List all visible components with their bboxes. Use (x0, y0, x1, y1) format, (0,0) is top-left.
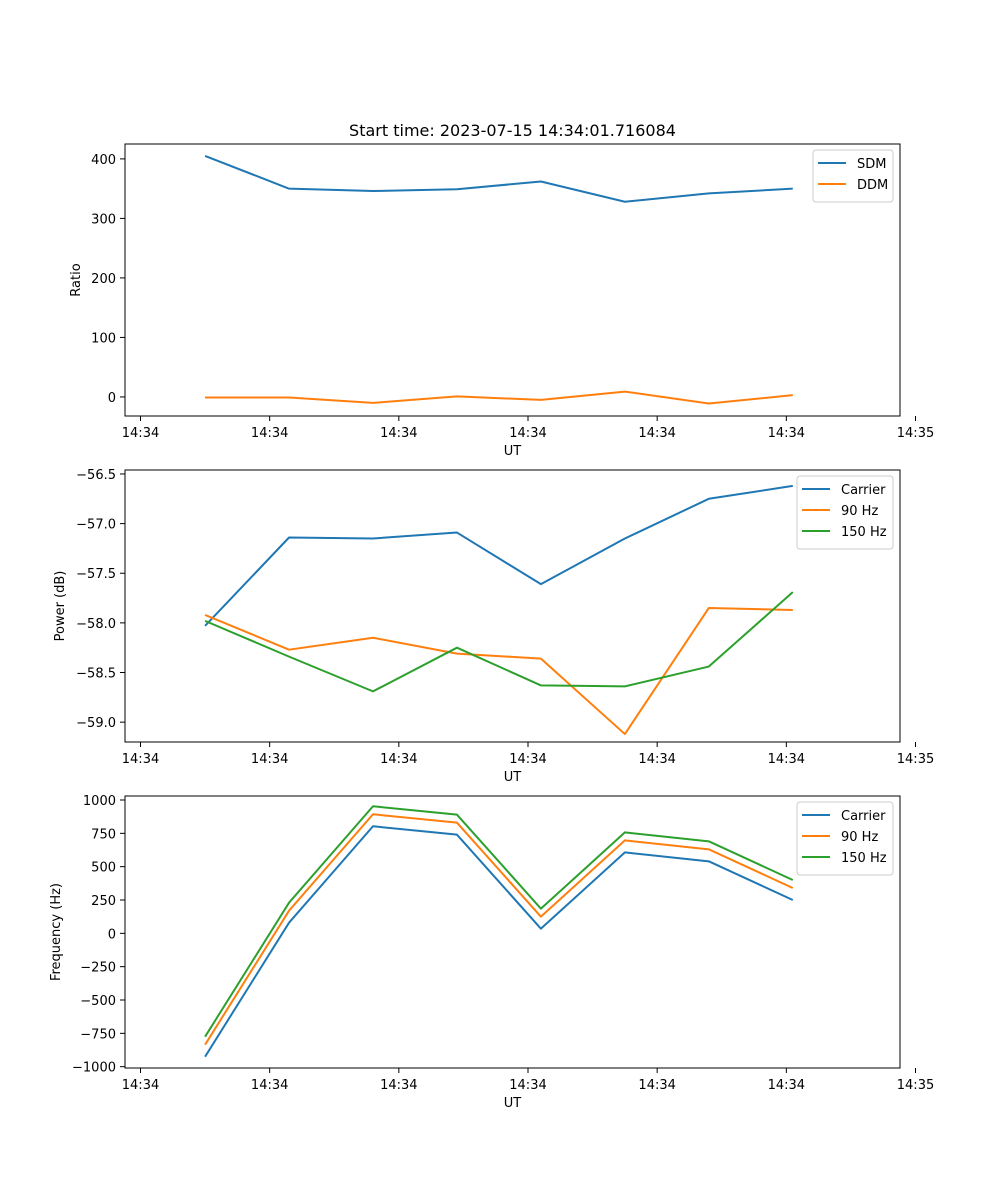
x-axis-label: UT (504, 770, 522, 785)
x-tick-label: 14:34 (768, 426, 805, 441)
legend-entry-carrier: Carrier (841, 809, 886, 824)
x-axis-label: UT (504, 444, 522, 459)
x-tick-label: 14:34 (768, 1078, 805, 1093)
y-tick-label: 1000 (83, 794, 116, 809)
x-tick-label: 14:34 (638, 1078, 675, 1093)
y-tick-label: 500 (91, 861, 116, 876)
y-tick-label: 0 (108, 391, 116, 406)
y-tick-label: 200 (91, 272, 116, 287)
y-tick-label: −59.0 (76, 716, 116, 731)
y-tick-label: 750 (91, 827, 116, 842)
y-tick-label: −500 (80, 994, 116, 1009)
series-line-sdm (204, 154, 793, 203)
y-tick-label: 300 (91, 212, 116, 227)
series-line-carrier (204, 484, 793, 627)
y-tick-label: 250 (91, 894, 116, 909)
y-axis-label: Ratio (69, 263, 84, 296)
axes-frame (124, 143, 901, 417)
y-tick-label: −58.0 (76, 617, 116, 632)
x-tick-label: 14:34 (251, 1078, 288, 1093)
legend-entry-90-hz: 90 Hz (841, 504, 878, 519)
chart-title: Start time: 2023-07-15 14:34:01.716084 (349, 121, 676, 140)
series-line-150-hz (204, 805, 794, 1038)
legend-entry-ddm: DDM (857, 178, 888, 193)
subplot-3: 14:34 14:34 14:34 14:34 14:34 14:34 14:35 −1000… (49, 794, 934, 1111)
legend-entry-90-hz: 90 Hz (841, 830, 878, 845)
y-axis-label: Power (dB) (53, 571, 68, 642)
axes-frame (124, 795, 901, 1069)
y-axis-label: Frequency (Hz) (49, 883, 64, 981)
x-tick-label: 14:34 (122, 1078, 159, 1093)
x-tick-label: 14:35 (897, 1078, 934, 1093)
x-axis-label: UT (504, 1096, 522, 1111)
x-tick-label: 14:34 (638, 426, 675, 441)
legend-entry-sdm: SDM (857, 157, 886, 172)
y-tick-label: −56.5 (76, 468, 116, 483)
series-line-90-hz (204, 606, 793, 736)
legend: SDM DDM (812, 149, 894, 203)
x-tick-label: 14:34 (122, 426, 159, 441)
x-tick-label: 14:34 (509, 1078, 546, 1093)
y-tick-label: 400 (91, 153, 116, 168)
series-line-150-hz (204, 591, 794, 693)
subplot-1: Start time: 2023-07-15 14:34:01.716084 14… (69, 121, 934, 459)
legend-entry-150-hz: 150 Hz (841, 525, 887, 540)
legend-entry-150-hz: 150 Hz (841, 851, 887, 866)
x-tick-label: 14:34 (251, 426, 288, 441)
x-tick-label: 14:35 (897, 426, 934, 441)
x-tick-label: 14:34 (509, 426, 546, 441)
y-tick-label: −57.5 (76, 567, 116, 582)
y-tick-label: −58.5 (76, 667, 116, 682)
legend: Carrier 90 Hz 150 Hz (796, 801, 894, 876)
subplot-2: 14:34 14:34 14:34 14:34 14:34 14:34 14:35 −59.0… (53, 468, 934, 785)
x-tick-label: 14:35 (897, 752, 934, 767)
y-tick-label: 0 (108, 927, 116, 942)
x-tick-label: 14:34 (509, 752, 546, 767)
y-tick-label: −1000 (72, 1061, 116, 1076)
x-tick-label: 14:34 (380, 426, 417, 441)
legend-entry-carrier: Carrier (841, 483, 886, 498)
y-tick-label: −250 (80, 961, 116, 976)
series-line-carrier (204, 825, 794, 1058)
x-tick-label: 14:34 (251, 752, 288, 767)
y-tick-label: −57.0 (76, 518, 116, 533)
x-tick-label: 14:34 (638, 752, 675, 767)
legend: Carrier 90 Hz 150 Hz (796, 475, 894, 550)
y-tick-label: −750 (80, 1027, 116, 1042)
axes-frame (124, 469, 901, 743)
series-line-ddm (205, 390, 793, 405)
x-tick-label: 14:34 (122, 752, 159, 767)
series-line-90-hz (204, 813, 794, 1046)
x-tick-label: 14:34 (768, 752, 805, 767)
x-tick-label: 14:34 (380, 1078, 417, 1093)
x-tick-label: 14:34 (380, 752, 417, 767)
y-tick-label: 100 (91, 331, 116, 346)
subplots: Start time: 2023-07-15 14:34:01.716084 14… (49, 121, 934, 1111)
